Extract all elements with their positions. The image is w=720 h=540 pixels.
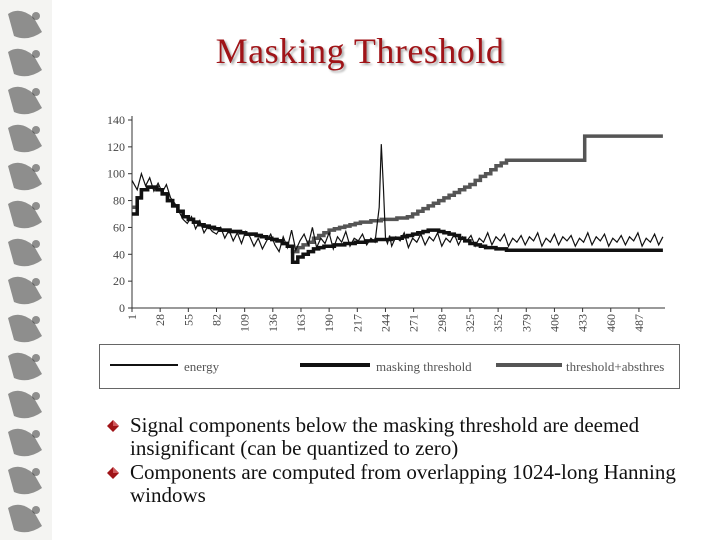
- series-line-energy: [131, 144, 664, 254]
- decorative-border: [0, 0, 52, 540]
- x-tick-label: 1: [125, 314, 139, 320]
- legend-label-energy: energy: [184, 359, 220, 374]
- border-motif-dot: [32, 164, 40, 172]
- border-motif-dot: [32, 278, 40, 286]
- border-motif-dot: [32, 392, 40, 400]
- slide-title: Masking Threshold: [215, 31, 505, 71]
- border-motif-dot: [32, 202, 40, 210]
- y-tick-label: 120: [107, 140, 125, 154]
- x-tick-label: 109: [238, 314, 252, 332]
- border-motif-dot: [32, 88, 40, 96]
- border-motif-dot: [32, 430, 40, 438]
- chart-legend: energy masking threshold threshold+absth…: [99, 344, 680, 389]
- border-motif-dot: [32, 50, 40, 58]
- legend-item-threshold-absthres: threshold+absthres: [496, 345, 676, 388]
- x-tick-label: 28: [153, 314, 167, 326]
- border-motif-dot: [32, 468, 40, 476]
- x-tick-label: 271: [407, 314, 421, 332]
- masking-threshold-chart: 0 20 40 60 80 100 120 140 1 28 55 82 109 136 163 190 217…: [107, 113, 665, 332]
- border-motif-dot: [32, 126, 40, 134]
- x-tick-label: 82: [209, 314, 223, 326]
- legend-label-masking-threshold: masking threshold: [376, 359, 472, 374]
- series-line-masking-threshold: [132, 185, 663, 265]
- diamond-bullet-icon: [107, 467, 119, 479]
- legend-line-masking-threshold: [300, 363, 370, 367]
- x-tick-label: 325: [463, 314, 477, 332]
- border-motif-dot: [32, 354, 40, 362]
- legend-item-masking-threshold: masking threshold: [300, 345, 500, 388]
- x-tick-label: 433: [576, 314, 590, 332]
- y-tick-label: 20: [113, 274, 125, 288]
- y-tick-label: 40: [113, 247, 125, 261]
- legend-line-threshold-absthres: [496, 363, 562, 367]
- y-tick-label: 60: [113, 220, 125, 234]
- x-tick-label: 136: [266, 314, 280, 332]
- y-tick-label: 80: [113, 194, 125, 208]
- border-motif-dot: [32, 506, 40, 514]
- x-tick-label: 55: [181, 314, 195, 326]
- y-tick-label: 0: [119, 301, 125, 315]
- x-tick-label: 217: [350, 314, 364, 332]
- x-tick-label: 244: [378, 314, 392, 332]
- x-tick-label: 352: [491, 314, 505, 332]
- legend-line-energy: [110, 364, 178, 366]
- bullet-text: Signal components below the masking thre…: [130, 413, 640, 460]
- x-tick-label: 406: [547, 314, 561, 332]
- bullet-item: Components are computed from overlapping…: [107, 461, 707, 507]
- border-motif-dot: [32, 316, 40, 324]
- y-tick-label: 100: [107, 167, 125, 181]
- x-tick-label: 163: [294, 314, 308, 332]
- legend-item-energy: energy: [110, 345, 290, 388]
- x-tick-label: 487: [632, 314, 646, 332]
- bullet-list: Signal components below the masking thre…: [107, 414, 707, 508]
- x-tick-label: 379: [519, 314, 533, 332]
- x-tick-label: 460: [604, 314, 618, 332]
- bullet-text: Components are computed from overlapping…: [130, 460, 676, 507]
- border-motif-dot: [32, 240, 40, 248]
- diamond-bullet-icon: [107, 420, 119, 432]
- bullet-item: Signal components below the masking thre…: [107, 414, 707, 460]
- y-tick-label: 140: [107, 113, 125, 127]
- x-tick-label: 190: [322, 314, 336, 332]
- x-tick-label: 298: [435, 314, 449, 332]
- border-motif-dot: [32, 12, 40, 20]
- series-line-threshold-absthres: [132, 134, 663, 254]
- legend-label-threshold-absthres: threshold+absthres: [566, 359, 665, 374]
